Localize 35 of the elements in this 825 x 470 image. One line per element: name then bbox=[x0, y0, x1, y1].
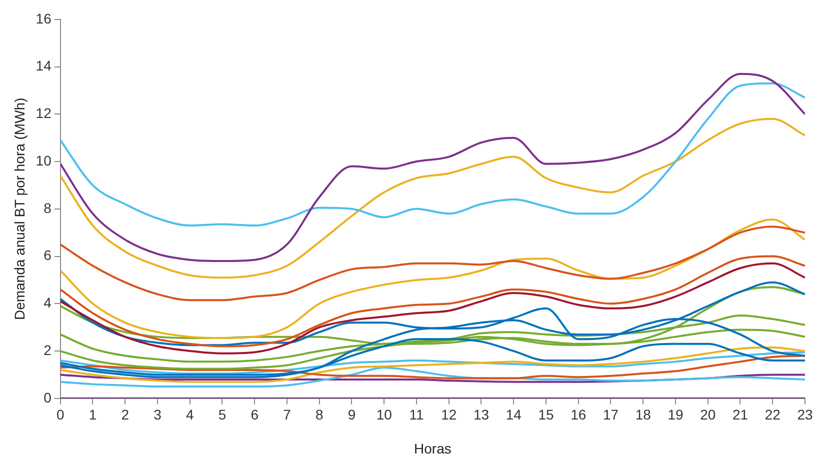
x-tick-label: 6 bbox=[250, 406, 259, 423]
x-tick-label: 8 bbox=[315, 406, 324, 423]
x-tick-label: 11 bbox=[409, 406, 424, 423]
x-tick-label: 0 bbox=[56, 406, 64, 423]
x-axis-title: Horas bbox=[414, 440, 452, 456]
x-tick-label: 23 bbox=[797, 406, 813, 423]
x-tick-label: 5 bbox=[218, 406, 226, 423]
y-tick-label: 6 bbox=[44, 247, 52, 264]
x-tick-label: 7 bbox=[283, 406, 292, 423]
y-tick-label: 12 bbox=[36, 105, 52, 122]
y-tick-label: 0 bbox=[44, 389, 52, 406]
x-tick-label: 12 bbox=[441, 406, 457, 423]
x-tick-label: 17 bbox=[602, 406, 619, 423]
y-tick-label: 4 bbox=[44, 294, 52, 311]
x-tick-label: 15 bbox=[538, 406, 554, 423]
x-tick-label: 4 bbox=[186, 406, 194, 423]
x-tick-label: 3 bbox=[154, 406, 162, 423]
x-tick-label: 21 bbox=[732, 406, 748, 423]
x-tick-label: 22 bbox=[764, 406, 781, 423]
x-tick-label: 1 bbox=[88, 406, 97, 423]
x-tick-label: 18 bbox=[635, 406, 652, 423]
x-tick-label: 20 bbox=[700, 406, 716, 423]
x-tick-label: 10 bbox=[376, 406, 392, 423]
x-tick-label: 2 bbox=[121, 406, 130, 423]
y-tick-label: 2 bbox=[44, 342, 52, 358]
y-tick-label: 10 bbox=[36, 152, 52, 168]
y-axis-title: Demanda anual BT por hora (MWh) bbox=[11, 98, 28, 320]
x-tick-label: 16 bbox=[570, 406, 586, 423]
y-tick-label: 8 bbox=[44, 200, 52, 216]
x-tick-label: 14 bbox=[506, 406, 522, 423]
x-tick-label: 13 bbox=[473, 406, 490, 423]
x-tick-label: 19 bbox=[668, 406, 684, 423]
x-tick-label: 9 bbox=[348, 406, 356, 423]
y-tick-label: 16 bbox=[36, 10, 52, 26]
y-tick-label: 14 bbox=[36, 58, 52, 74]
